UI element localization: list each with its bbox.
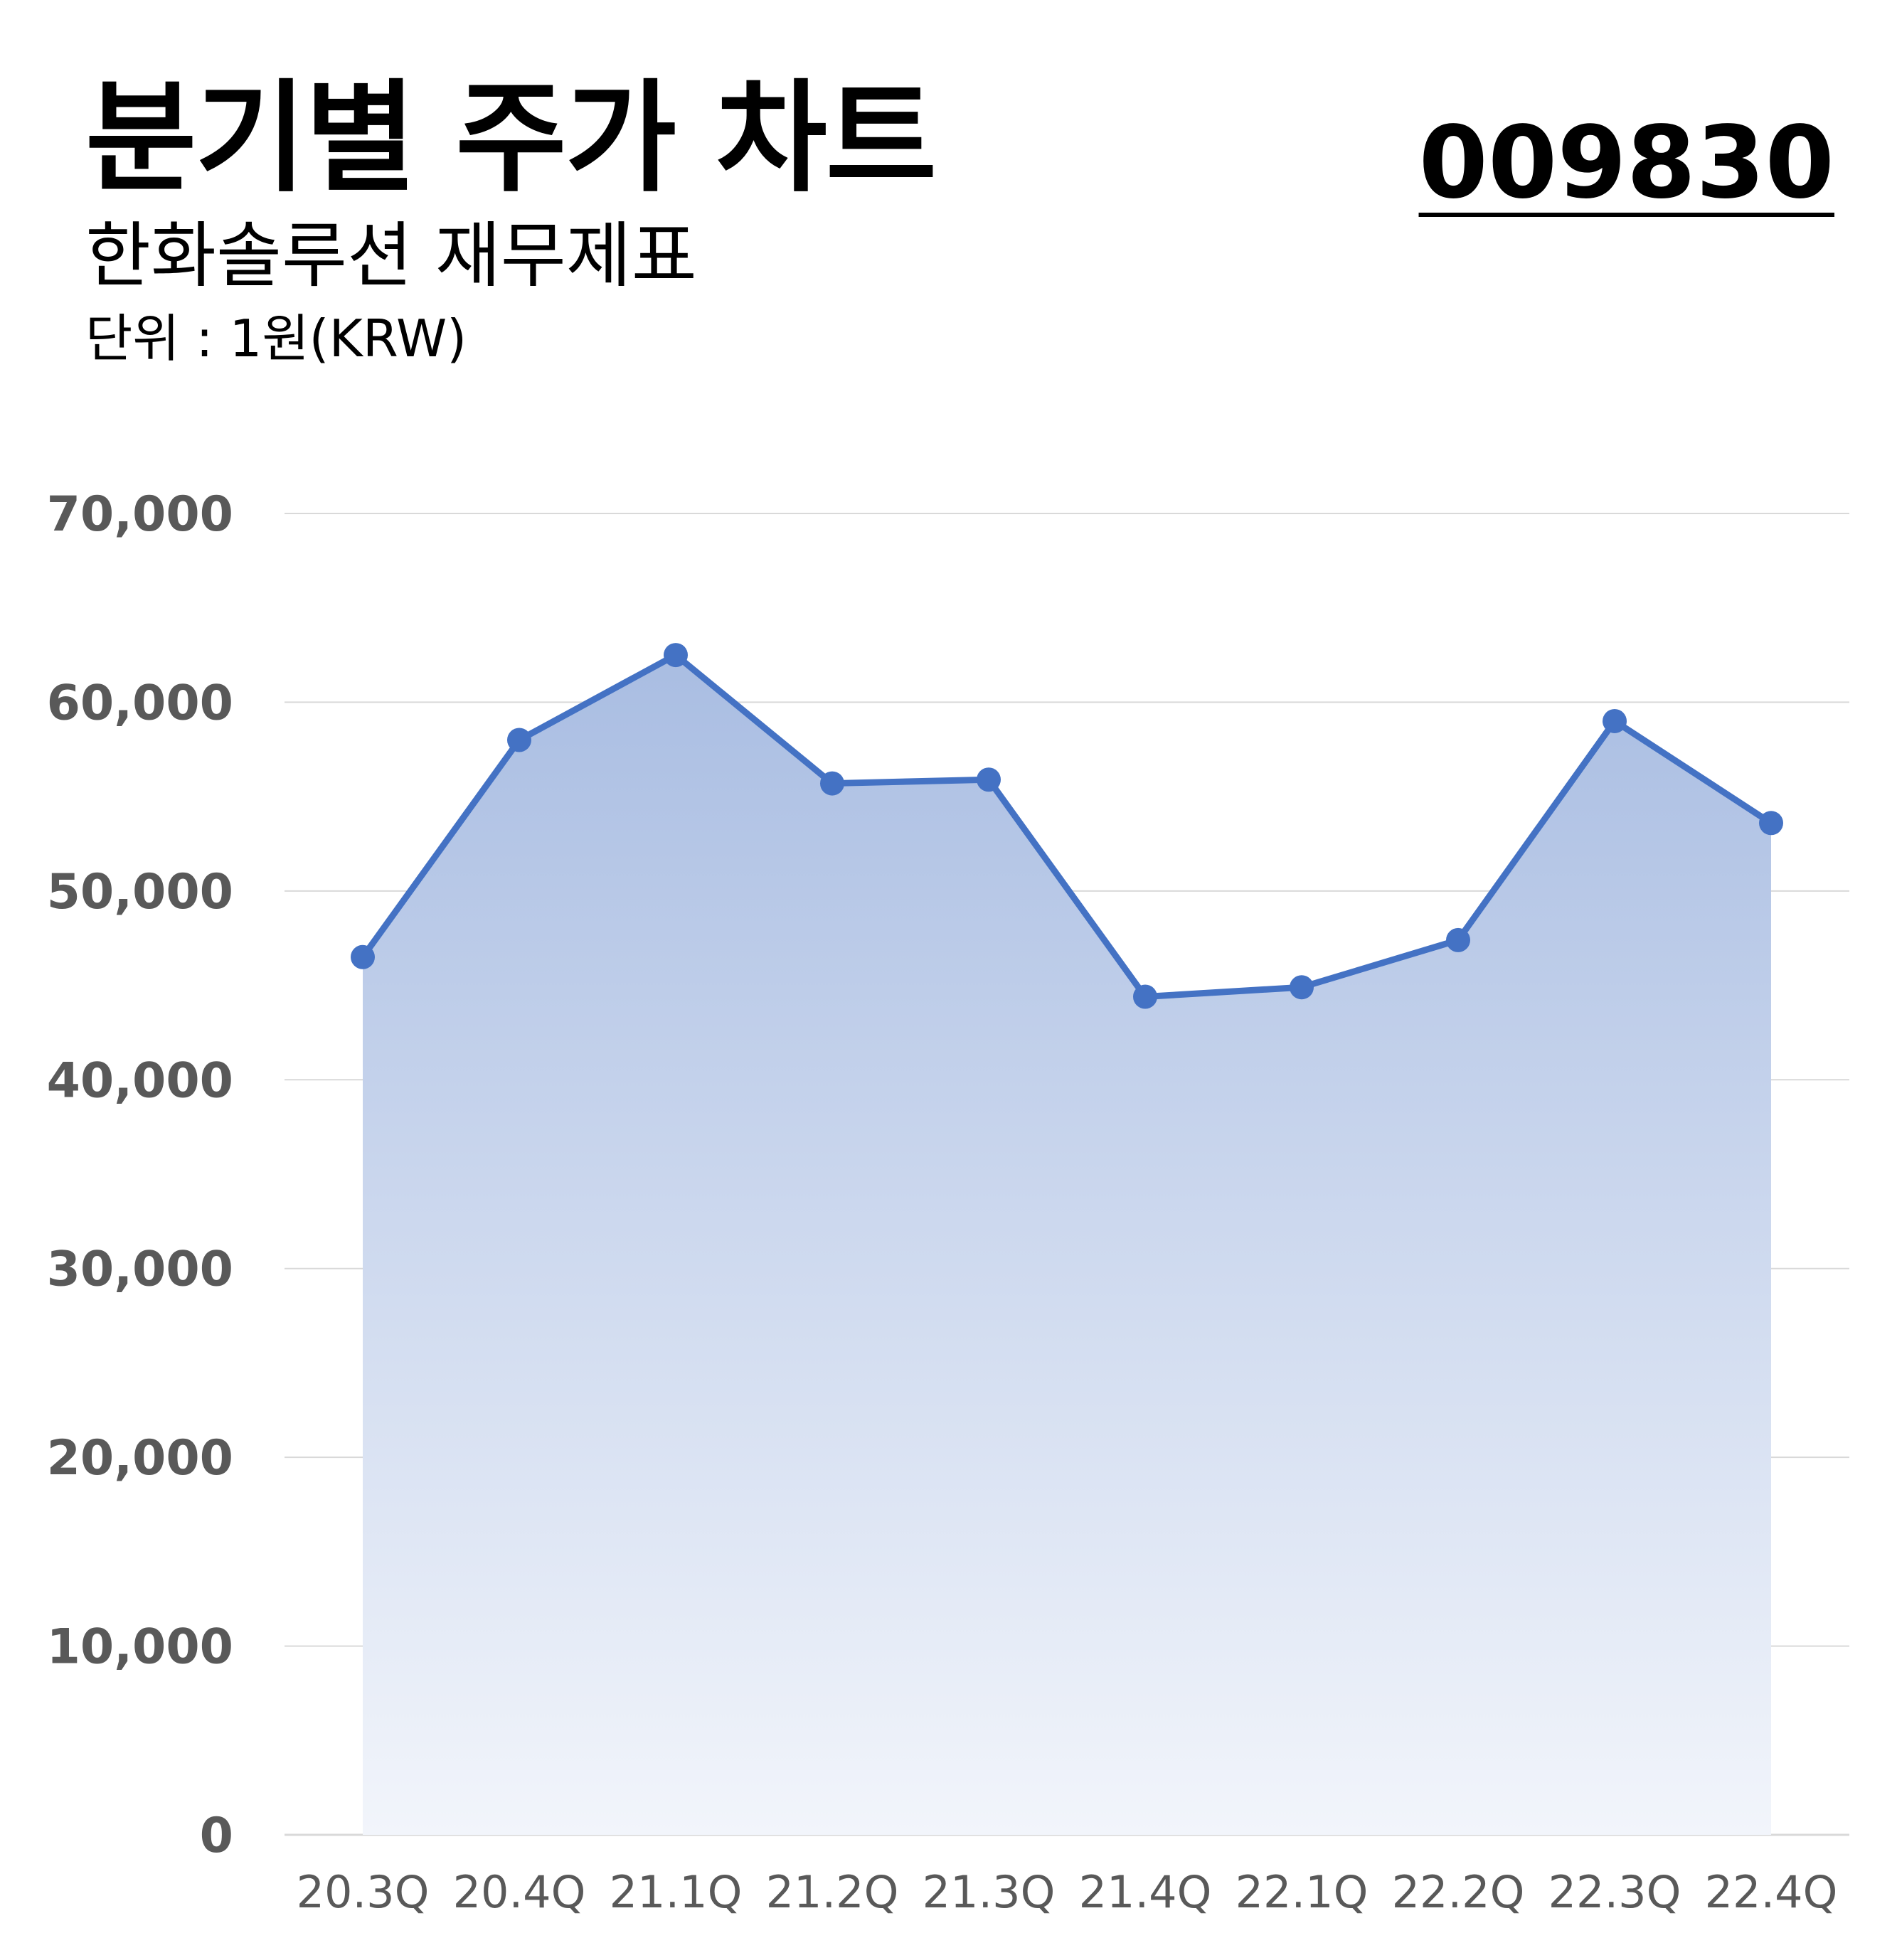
chart-subtitle: 한화솔루션 재무제표 bbox=[85, 214, 697, 297]
y-tick-label: 40,000 bbox=[47, 1053, 233, 1109]
y-tick-label: 60,000 bbox=[47, 675, 233, 731]
data-point bbox=[977, 767, 1001, 792]
x-tick-label: 22.2Q bbox=[1392, 1866, 1525, 1918]
x-tick-label: 21.1Q bbox=[610, 1866, 743, 1918]
x-tick-label: 22.4Q bbox=[1705, 1866, 1838, 1918]
data-point bbox=[1603, 708, 1627, 733]
x-tick-label: 20.3Q bbox=[297, 1866, 430, 1918]
x-tick-label: 21.3Q bbox=[923, 1866, 1056, 1918]
data-point bbox=[1759, 811, 1783, 836]
data-point bbox=[1446, 927, 1470, 952]
y-tick-label: 20,000 bbox=[47, 1430, 233, 1486]
area-fill-layer bbox=[363, 655, 1771, 1835]
area-fill bbox=[363, 655, 1771, 1835]
unit-label: 단위 : 1원(KRW) bbox=[85, 309, 467, 368]
y-tick-label: 70,000 bbox=[47, 486, 233, 543]
stock-code: 009830 bbox=[1418, 105, 1834, 221]
data-points bbox=[351, 643, 1783, 1009]
data-point bbox=[351, 944, 375, 969]
y-axis-labels: 0 10,000 20,000 30,000 40,000 50,000 60,000 70,… bbox=[47, 486, 233, 1864]
data-point bbox=[1290, 975, 1314, 1000]
data-point bbox=[507, 728, 531, 752]
x-tick-label: 22.3Q bbox=[1548, 1866, 1681, 1918]
x-tick-label: 20.4Q bbox=[453, 1866, 586, 1918]
data-point bbox=[664, 643, 688, 668]
chart-title: 분기별 주가 차트 bbox=[85, 68, 937, 209]
x-tick-label: 21.2Q bbox=[766, 1866, 899, 1918]
data-point bbox=[1133, 984, 1157, 1009]
y-tick-label: 30,000 bbox=[47, 1242, 233, 1298]
x-tick-label: 21.4Q bbox=[1079, 1866, 1212, 1918]
y-tick-label: 50,000 bbox=[47, 864, 233, 920]
y-tick-label: 10,000 bbox=[47, 1619, 233, 1676]
data-point bbox=[820, 771, 844, 796]
x-axis-labels: 20.3Q 20.4Q 21.1Q 21.2Q 21.3Q 21.4Q 22.1Q 22.2Q… bbox=[297, 1866, 1838, 1918]
series-line-layer bbox=[359, 651, 1775, 1000]
series-line bbox=[359, 651, 1775, 1000]
y-tick-label: 0 bbox=[200, 1808, 233, 1864]
x-tick-label: 22.1Q bbox=[1236, 1866, 1369, 1918]
